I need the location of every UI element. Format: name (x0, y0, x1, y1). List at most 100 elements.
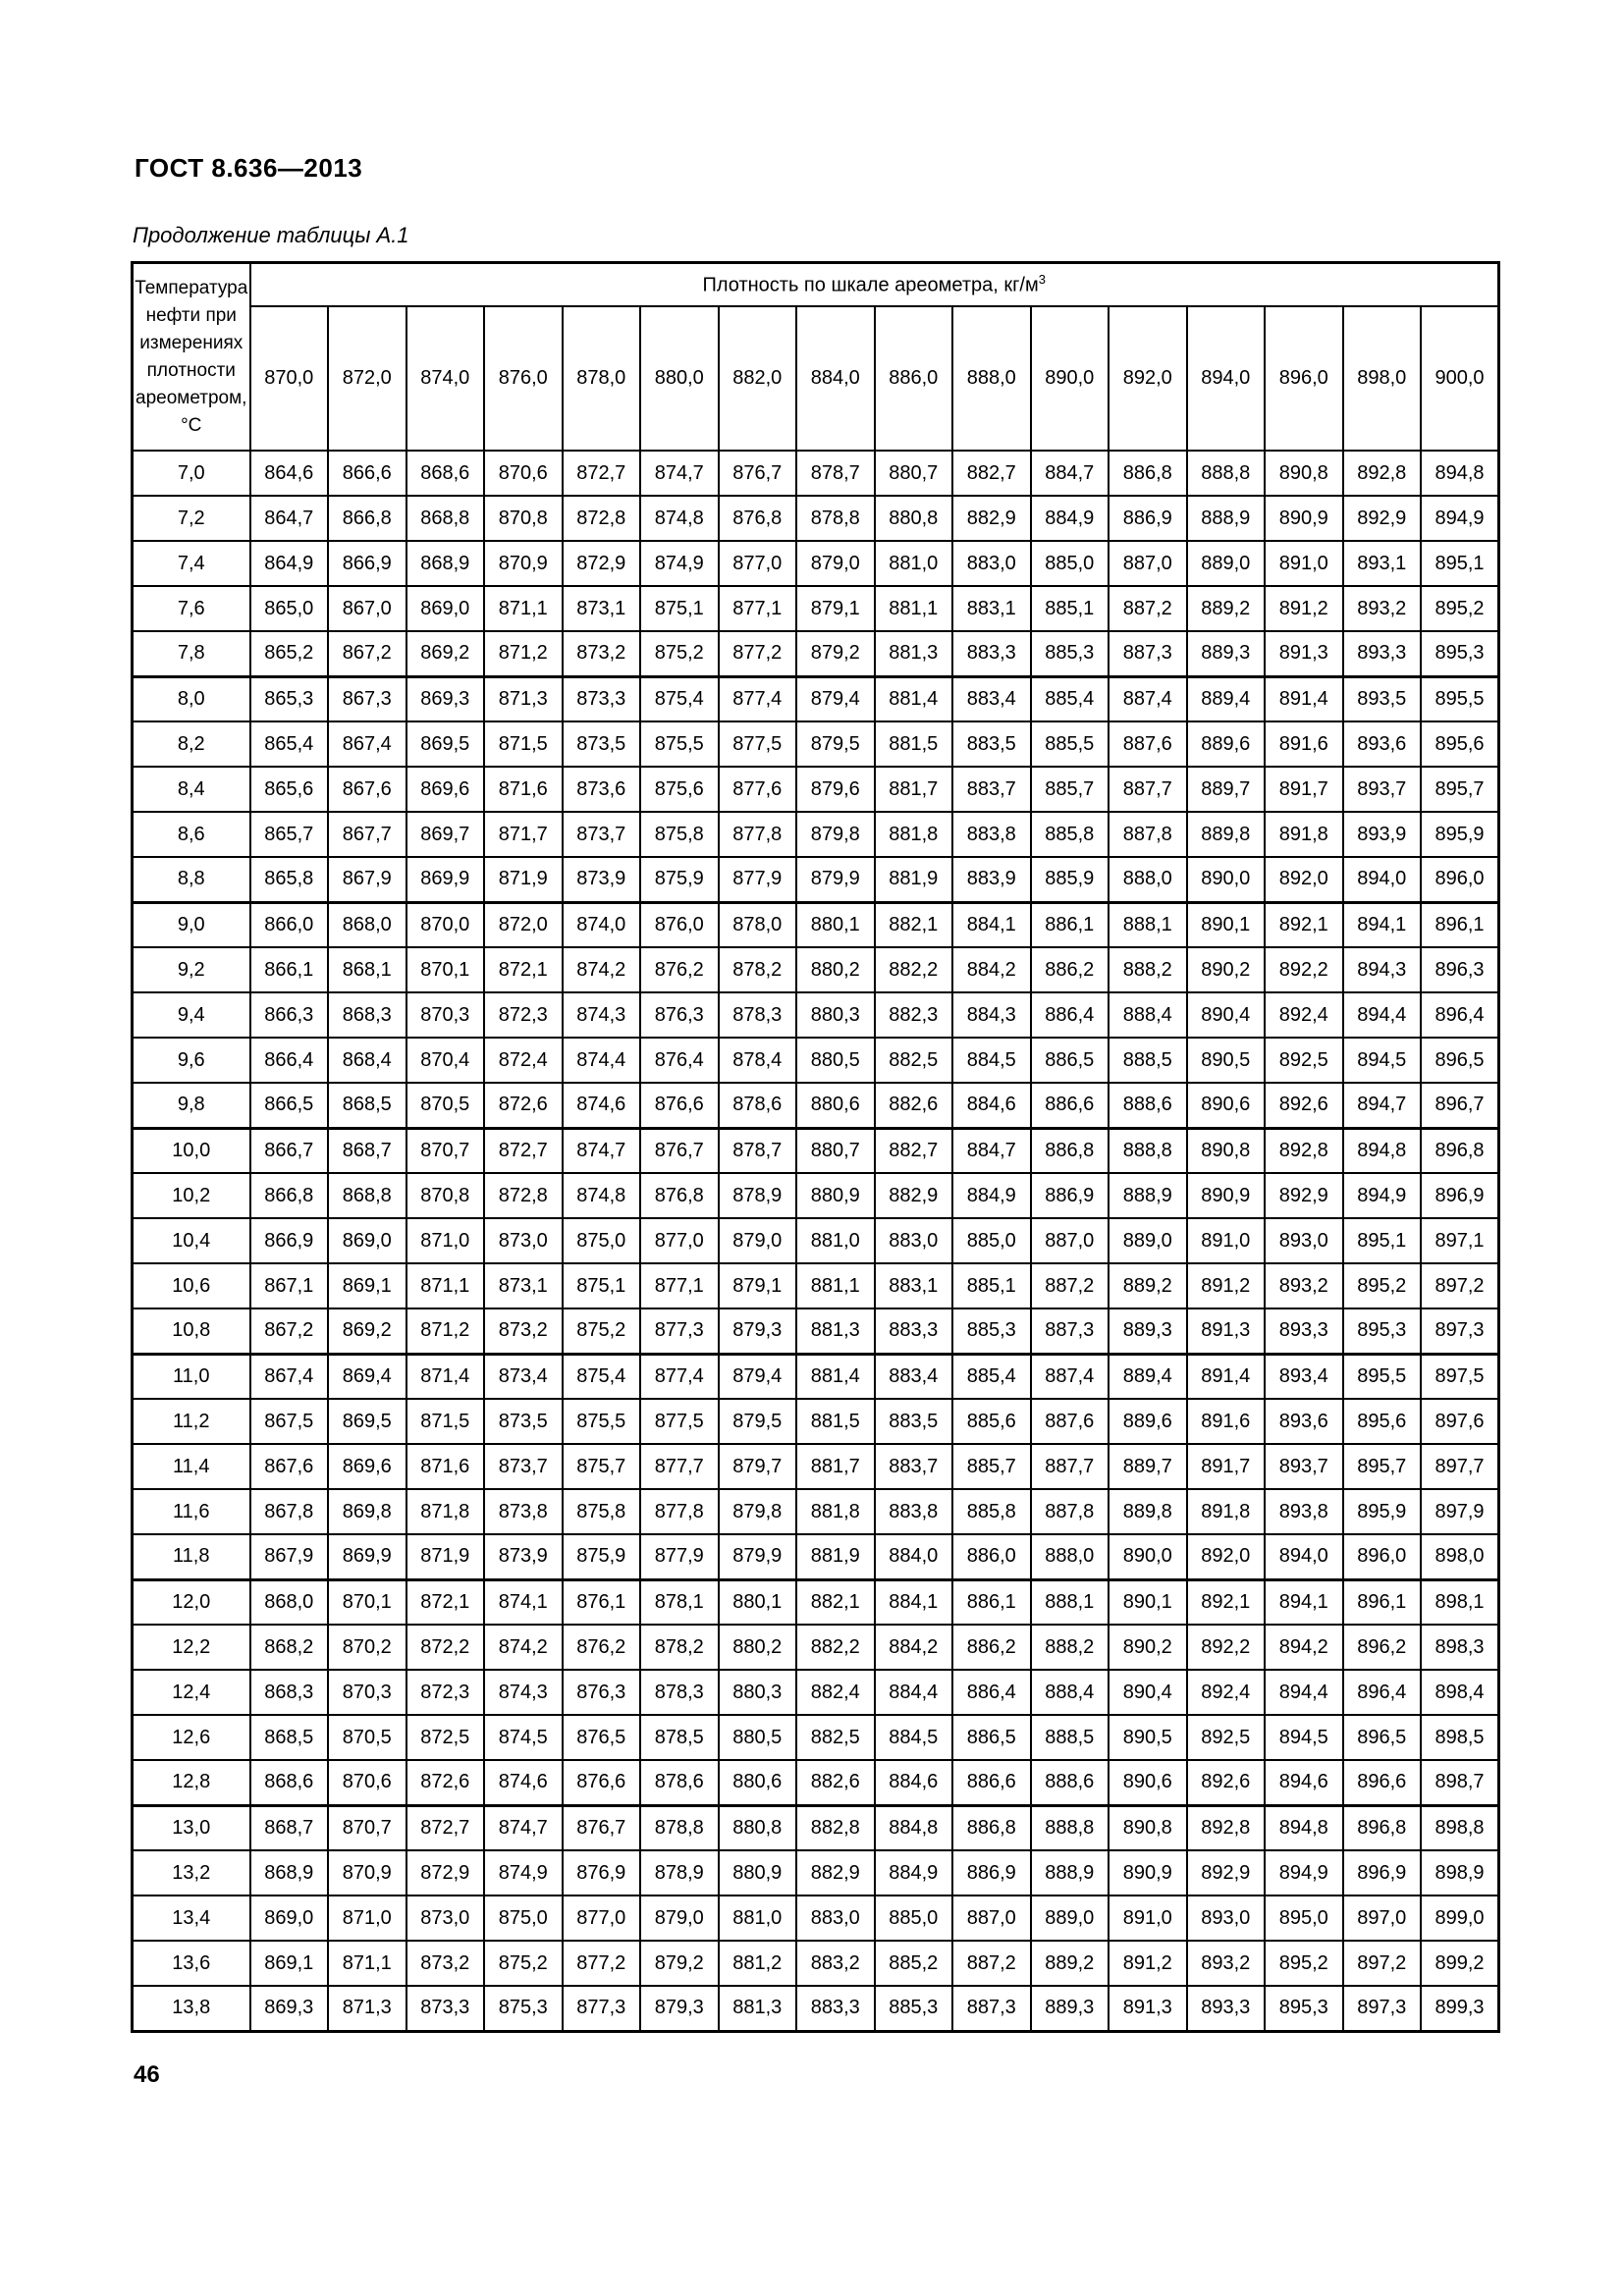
density-cell: 897,1 (1420, 1217, 1500, 1264)
density-cell: 886,2 (1029, 946, 1110, 993)
density-cell: 898,8 (1420, 1803, 1500, 1851)
density-cell: 889,6 (1185, 721, 1266, 768)
density-cell: 890,8 (1108, 1803, 1188, 1851)
density-cell: 895,2 (1264, 1940, 1344, 1987)
table-body: 7,0 864,6 866,6 868,6 870,6 872,7 874,7 876,7 87… (131, 450, 1500, 2032)
density-cell: 873,7 (483, 1443, 564, 1490)
temperature-cell: 7,4 (131, 540, 251, 587)
density-cell: 872,2 (405, 1624, 485, 1671)
density-cell: 882,3 (873, 991, 953, 1039)
density-cell: 885,3 (1029, 630, 1110, 677)
density-cell: 872,8 (483, 1172, 564, 1219)
density-cell: 875,8 (639, 811, 720, 858)
density-cell: 881,0 (717, 1895, 797, 1942)
density-cell: 879,0 (717, 1217, 797, 1264)
density-cell: 868,6 (405, 450, 485, 497)
density-cell: 867,1 (248, 1262, 329, 1309)
density-cell: 886,8 (951, 1803, 1032, 1851)
density-cell: 895,7 (1420, 766, 1500, 813)
density-cell: 886,5 (951, 1714, 1032, 1761)
density-cell: 875,4 (561, 1352, 641, 1400)
density-cell: 895,3 (1264, 1985, 1344, 2032)
density-cell: 877,0 (717, 540, 797, 587)
density-cell: 889,2 (1108, 1262, 1188, 1309)
density-cell: 883,3 (873, 1308, 953, 1355)
density-cell: 885,4 (1029, 674, 1110, 722)
density-cell: 887,3 (1029, 1308, 1110, 1355)
density-cell: 893,3 (1341, 630, 1422, 677)
density-cell: 879,9 (795, 856, 876, 903)
density-cell: 871,2 (483, 630, 564, 677)
density-cell: 877,6 (717, 766, 797, 813)
density-cell: 870,6 (483, 450, 564, 497)
density-cell: 897,0 (1341, 1895, 1422, 1942)
temperature-cell: 8,0 (131, 674, 251, 722)
density-cell: 886,0 (951, 1533, 1032, 1580)
density-cell: 890,0 (1185, 856, 1266, 903)
density-cell: 885,8 (1029, 811, 1110, 858)
density-cell: 868,7 (327, 1126, 407, 1174)
temperature-cell: 8,6 (131, 811, 251, 858)
density-cell: 875,5 (639, 721, 720, 768)
column-header: 898,0 (1341, 305, 1422, 452)
table-row: 9,4 866,3 868,3 870,3 872,3 874,3 876,3 878,3 88… (131, 991, 1500, 1039)
density-cell: 873,8 (483, 1488, 564, 1535)
density-cell: 886,1 (951, 1577, 1032, 1626)
density-cell: 871,6 (405, 1443, 485, 1490)
density-cell: 867,7 (327, 811, 407, 858)
table-row: 13,0 868,7 870,7 872,7 874,7 876,7 878,8 880,8 8… (131, 1803, 1500, 1851)
density-cell: 896,6 (1341, 1759, 1422, 1806)
density-cell: 873,0 (483, 1217, 564, 1264)
density-cell: 885,1 (1029, 585, 1110, 632)
density-cell: 898,7 (1420, 1759, 1500, 1806)
density-cell: 871,0 (405, 1217, 485, 1264)
density-cell: 893,4 (1264, 1352, 1344, 1400)
temperature-cell: 9,2 (131, 946, 251, 993)
density-cell: 876,6 (639, 1082, 720, 1129)
density-cell: 872,9 (405, 1849, 485, 1896)
density-cell: 893,6 (1341, 721, 1422, 768)
density-cell: 895,0 (1264, 1895, 1344, 1942)
column-header-row: 870,0 872,0 874,0 876,0 878,0 880,0 882,0 884,0… (133, 305, 1500, 452)
table-row: 9,6 866,4 868,4 870,4 872,4 874,4 876,4 878,4 88… (131, 1037, 1500, 1084)
density-cell: 869,6 (327, 1443, 407, 1490)
density-cell: 881,2 (717, 1940, 797, 1987)
density-cell: 873,5 (483, 1398, 564, 1445)
density-cell: 882,1 (795, 1577, 876, 1626)
density-cell: 876,7 (639, 1126, 720, 1174)
column-header: 892,0 (1108, 305, 1188, 452)
density-cell: 896,5 (1341, 1714, 1422, 1761)
density-cell: 869,2 (405, 630, 485, 677)
density-cell: 891,8 (1185, 1488, 1266, 1535)
density-cell: 898,9 (1420, 1849, 1500, 1896)
column-header: 888,0 (951, 305, 1032, 452)
density-cell: 883,0 (795, 1895, 876, 1942)
density-cell: 877,5 (717, 721, 797, 768)
density-cell: 871,0 (327, 1895, 407, 1942)
density-cell: 873,2 (405, 1940, 485, 1987)
density-cell: 876,6 (561, 1759, 641, 1806)
density-cell: 870,2 (327, 1624, 407, 1671)
density-cell: 874,1 (483, 1577, 564, 1626)
density-cell: 881,5 (795, 1398, 876, 1445)
corner-header: Температура нефти при измерениях плотности а… (131, 261, 251, 452)
density-cell: 888,5 (1029, 1714, 1110, 1761)
density-cell: 870,9 (483, 540, 564, 587)
density-cell: 877,0 (561, 1895, 641, 1942)
temperature-cell: 10,6 (131, 1262, 251, 1309)
density-cell: 868,9 (405, 540, 485, 587)
density-cell: 874,6 (561, 1082, 641, 1129)
density-cell: 889,3 (1185, 630, 1266, 677)
density-cell: 893,3 (1185, 1985, 1266, 2032)
density-cell: 887,7 (1108, 766, 1188, 813)
density-cell: 894,5 (1264, 1714, 1344, 1761)
density-cell: 882,4 (795, 1669, 876, 1716)
density-cell: 880,6 (717, 1759, 797, 1806)
density-cell: 888,6 (1108, 1082, 1188, 1129)
density-cell: 882,6 (795, 1759, 876, 1806)
density-cell: 875,9 (639, 856, 720, 903)
table-row: 7,8 865,2 867,2 869,2 871,2 873,2 875,2 877,2 87… (131, 630, 1500, 677)
density-cell: 884,2 (873, 1624, 953, 1671)
density-cell: 883,5 (951, 721, 1032, 768)
density-cell: 868,2 (248, 1624, 329, 1671)
